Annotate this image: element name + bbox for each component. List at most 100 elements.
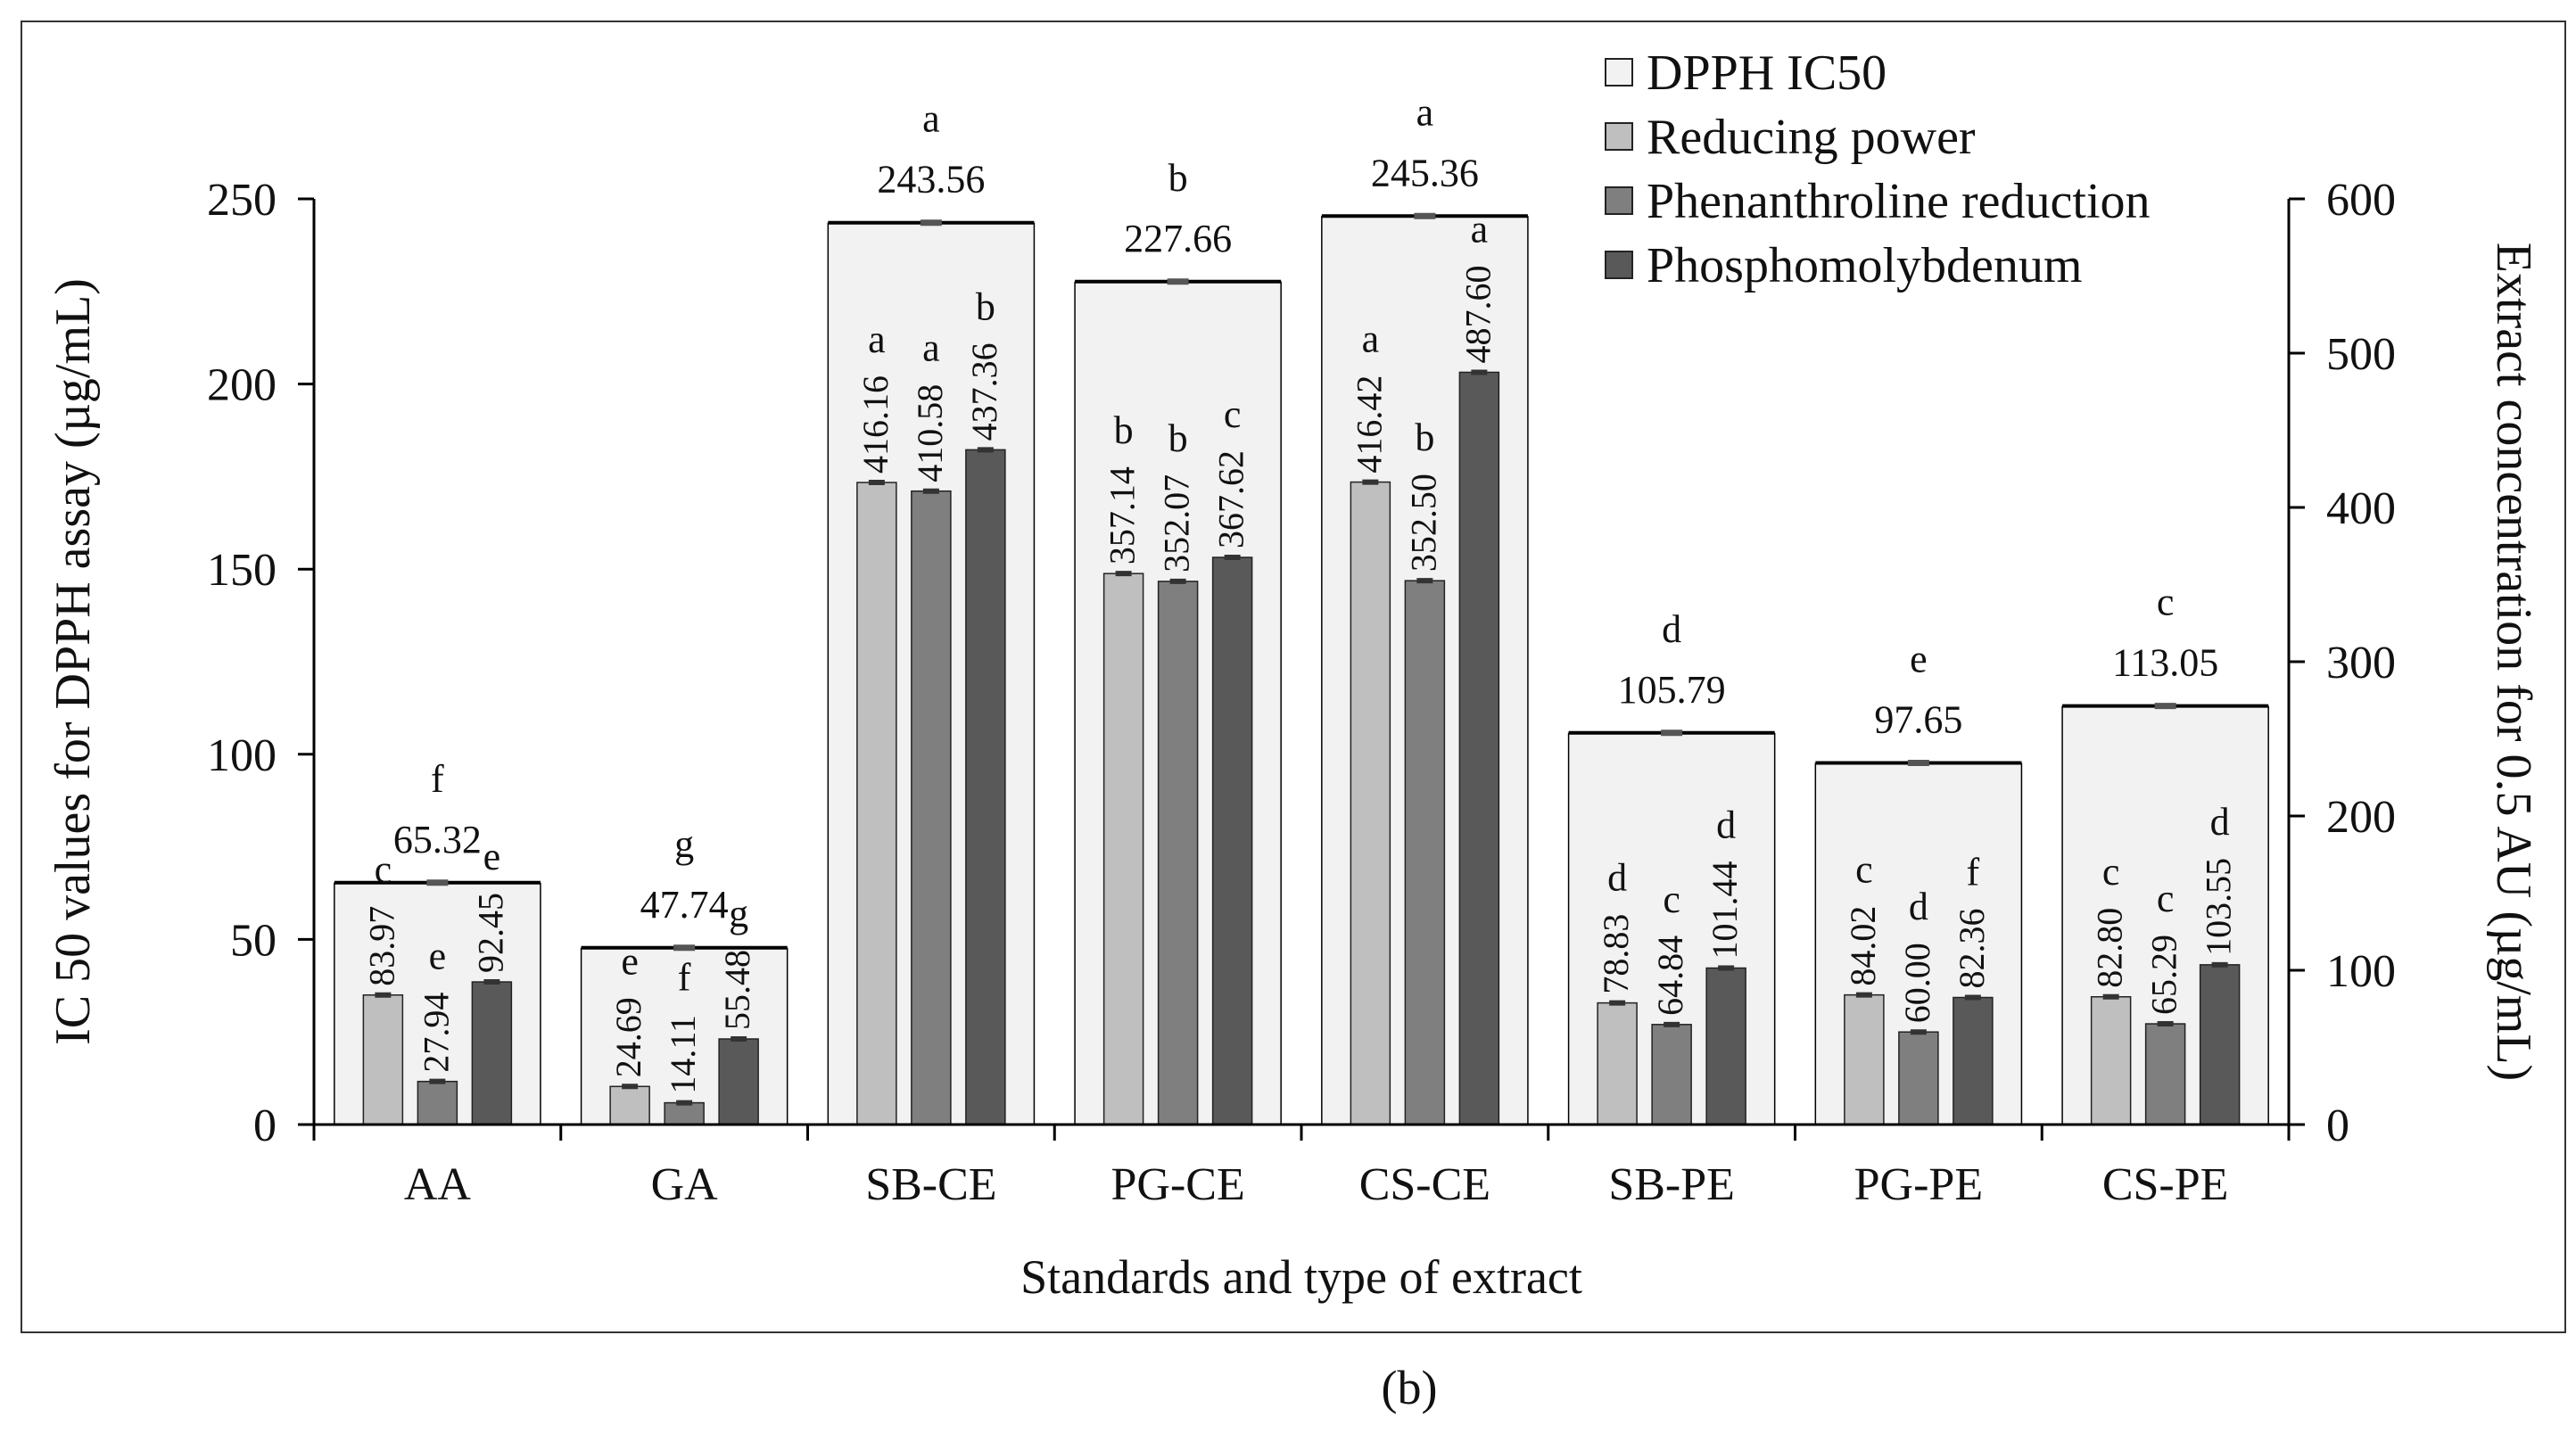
letter-phenanthroline-reduction-AA: e (429, 935, 447, 978)
y-tick-label-right-500: 500 (2326, 329, 2396, 380)
label-reducing-power-GA: 24.69 (608, 997, 648, 1077)
letter-reducing-power-CS-PE: c (2102, 850, 2120, 894)
bar-phosphomolybdenum-SB-CE (965, 449, 1006, 1125)
label-dpph-PG-PE: 97.65 (1874, 698, 1962, 742)
letter-phosphomolybdenum-CS-PE: d (2210, 800, 2230, 844)
x-axis-title: Standards and type of extract (1020, 1250, 1582, 1304)
letter-phosphomolybdenum-SB-PE: d (1716, 804, 1736, 847)
bar-phenanthroline-reduction-SB-CE (911, 490, 952, 1125)
bar-phosphomolybdenum-PG-CE (1211, 556, 1253, 1125)
letter-dpph-PG-PE: e (1910, 638, 1928, 681)
bar-phenanthroline-reduction-CS-PE (2144, 1023, 2186, 1125)
letter-dpph-CS-PE: c (2157, 581, 2175, 624)
letter-phenanthroline-reduction-CS-PE: c (2157, 877, 2175, 920)
label-phenanthroline-reduction-AA: 27.94 (416, 993, 456, 1073)
label-phosphomolybdenum-CS-CE: 487.60 (1457, 265, 1498, 363)
label-reducing-power-SB-CE: 416.16 (855, 375, 896, 474)
letter-reducing-power-SB-PE: d (1607, 856, 1627, 900)
letter-phenanthroline-reduction-GA: f (678, 956, 691, 1000)
label-phosphomolybdenum-SB-PE: 101.44 (1705, 861, 1745, 960)
label-dpph-CS-PE: 113.05 (2112, 641, 2218, 685)
y-axis-title-right: Extract concentration for 0.5 AU (µg/mL) (2486, 243, 2541, 1081)
bar-phenanthroline-reduction-PG-PE (1898, 1031, 1939, 1125)
legend-swatch-reducing-power (1605, 122, 1633, 151)
letter-dpph-AA: f (431, 757, 444, 801)
bar-phosphomolybdenum-CS-PE (2199, 964, 2241, 1125)
y-tick-label-left-250: 250 (207, 175, 277, 226)
label-phenanthroline-reduction-CS-CE: 352.50 (1403, 474, 1443, 572)
bar-phosphomolybdenum-CS-CE (1458, 371, 1500, 1125)
bar-phenanthroline-reduction-AA (417, 1080, 458, 1125)
letter-reducing-power-PG-CE: b (1114, 408, 1134, 452)
bar-phosphomolybdenum-AA (471, 981, 513, 1125)
bar-phenanthroline-reduction-SB-PE (1651, 1024, 1692, 1125)
label-phenanthroline-reduction-SB-PE: 64.84 (1650, 935, 1690, 1016)
bar-reducing-power-SB-PE (1597, 1001, 1638, 1125)
bar-reducing-power-GA (609, 1085, 650, 1125)
y-tick-label-left-0: 0 (253, 1100, 277, 1151)
bar-phosphomolybdenum-PG-PE (1953, 996, 1994, 1125)
x-tick-label-PG-CE: PG-CE (1111, 1159, 1245, 1210)
label-phosphomolybdenum-AA: 92.45 (470, 893, 510, 973)
letter-reducing-power-PG-PE: c (1855, 848, 1873, 892)
label-phenanthroline-reduction-CS-PE: 65.29 (2144, 935, 2184, 1015)
letter-phenanthroline-reduction-CS-CE: b (1415, 416, 1434, 459)
x-tick-label-SB-PE: SB-PE (1608, 1159, 1735, 1210)
label-dpph-PG-CE: 227.66 (1124, 217, 1232, 260)
bar-reducing-power-AA (362, 993, 404, 1125)
letter-dpph-SB-PE: d (1662, 607, 1681, 651)
label-phosphomolybdenum-PG-PE: 82.36 (1952, 909, 1992, 989)
x-tick-label-AA: AA (404, 1159, 472, 1210)
label-phosphomolybdenum-CS-PE: 103.55 (2199, 858, 2239, 956)
label-phosphomolybdenum-SB-CE: 437.36 (964, 342, 1004, 441)
legend-swatch-phosphomolybdenum (1605, 251, 1633, 279)
label-phenanthroline-reduction-PG-CE: 352.07 (1157, 474, 1197, 573)
x-tick-label-PG-PE: PG-PE (1854, 1159, 1983, 1210)
label-reducing-power-PG-CE: 357.14 (1102, 466, 1143, 565)
label-dpph-SB-CE: 243.56 (877, 158, 985, 202)
label-dpph-CS-CE: 245.36 (1371, 151, 1479, 194)
y-tick-label-left-100: 100 (207, 730, 277, 781)
letter-reducing-power-CS-CE: a (1362, 317, 1380, 361)
x-tick-label-GA: GA (651, 1159, 719, 1210)
x-tick-label-CS-CE: CS-CE (1359, 1159, 1490, 1210)
y-tick-label-right-400: 400 (2326, 483, 2396, 534)
bar-reducing-power-CS-CE (1350, 481, 1391, 1125)
label-dpph-SB-PE: 105.79 (1618, 668, 1726, 712)
letter-phosphomolybdenum-GA: g (729, 892, 748, 935)
legend-swatch-phenanthroline-reduction (1605, 186, 1633, 215)
x-tick-label-SB-CE: SB-CE (865, 1159, 996, 1210)
legend-label-reducing-power: Reducing power (1647, 110, 1976, 165)
label-dpph-AA: 65.32 (393, 818, 482, 861)
y-tick-label-right-600: 600 (2326, 175, 2396, 226)
bar-phenanthroline-reduction-CS-CE (1404, 580, 1446, 1125)
label-phenanthroline-reduction-PG-PE: 60.00 (1897, 943, 1937, 1023)
y-tick-label-left-150: 150 (207, 545, 277, 596)
legend-label-phosphomolybdenum: Phosphomolybdenum (1647, 238, 2082, 293)
letter-phenanthroline-reduction-PG-CE: b (1168, 416, 1188, 460)
y-tick-label-right-0: 0 (2326, 1100, 2349, 1151)
bar-reducing-power-PG-CE (1102, 573, 1144, 1125)
legend-swatch-dpph-ic50 (1605, 58, 1633, 87)
label-reducing-power-CS-CE: 416.42 (1349, 375, 1389, 474)
label-phenanthroline-reduction-SB-CE: 410.58 (910, 384, 950, 482)
label-reducing-power-SB-PE: 78.83 (1596, 914, 1636, 994)
letter-phosphomolybdenum-AA: e (483, 835, 501, 878)
bar-phenanthroline-reduction-PG-CE (1157, 581, 1199, 1125)
letter-phenanthroline-reduction-SB-PE: c (1663, 878, 1680, 921)
figure-label: (b) (1382, 1361, 1438, 1414)
y-tick-label-left-50: 50 (230, 915, 277, 966)
label-phenanthroline-reduction-GA: 14.11 (663, 1015, 703, 1094)
letter-phenanthroline-reduction-PG-PE: d (1909, 885, 1928, 928)
bar-reducing-power-PG-PE (1844, 993, 1885, 1125)
letter-phosphomolybdenum-CS-CE: a (1471, 207, 1489, 251)
y-tick-label-right-300: 300 (2326, 638, 2396, 688)
letter-reducing-power-SB-CE: a (868, 317, 886, 361)
letter-dpph-SB-CE: a (922, 97, 940, 141)
label-dpph-GA: 47.74 (640, 883, 729, 927)
label-reducing-power-AA: 83.97 (361, 906, 401, 986)
letter-phosphomolybdenum-PG-CE: c (1224, 392, 1242, 436)
letter-dpph-PG-CE: b (1168, 156, 1188, 200)
letter-reducing-power-AA: c (375, 848, 392, 892)
